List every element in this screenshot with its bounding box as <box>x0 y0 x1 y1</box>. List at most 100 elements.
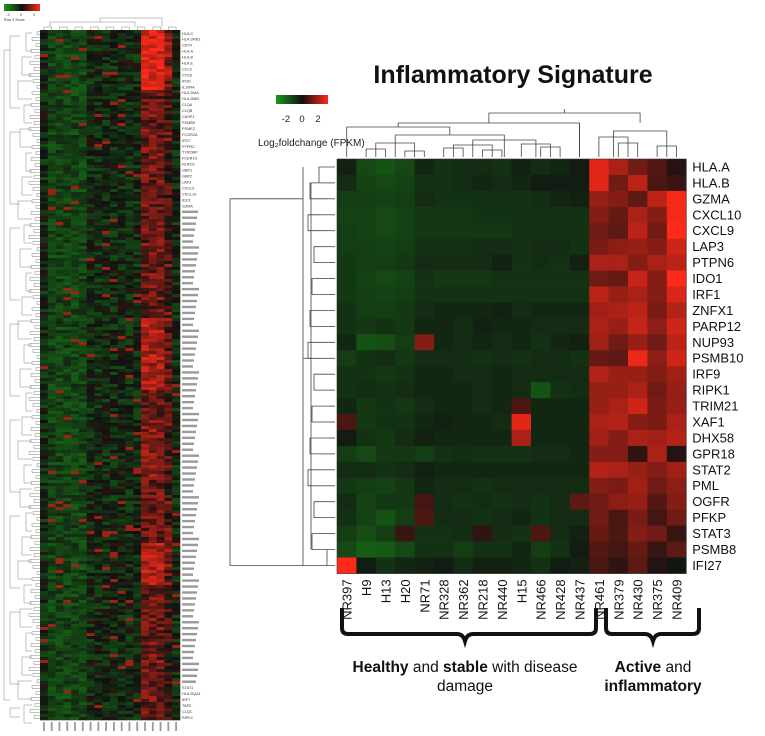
heatmap-cell <box>531 525 551 542</box>
heatmap-cell <box>414 286 435 303</box>
overview-cell <box>47 657 56 661</box>
overview-cell <box>40 276 49 280</box>
heatmap-cell <box>375 414 396 431</box>
overview-cell <box>63 96 72 100</box>
overview-cell <box>47 132 56 136</box>
overview-cell <box>133 588 142 592</box>
overview-cell <box>172 636 181 640</box>
overview-row-label <box>182 621 199 624</box>
overview-cell <box>156 342 165 346</box>
overview-cell <box>172 537 181 541</box>
overview-cell <box>47 558 56 562</box>
overview-cell <box>148 684 157 688</box>
overview-cell <box>110 669 119 673</box>
overview-cell <box>47 267 56 271</box>
overview-cell <box>94 339 103 343</box>
overview-cell <box>94 387 103 391</box>
overview-cell <box>55 132 64 136</box>
legend-tick-label: 0 <box>299 114 304 125</box>
overview-cell <box>172 135 181 139</box>
overview-cell <box>164 171 173 175</box>
overview-cell <box>141 444 150 448</box>
overview-cell <box>133 597 142 601</box>
overview-cell <box>156 414 165 418</box>
overview-cell <box>117 123 126 127</box>
overview-cell <box>55 81 64 85</box>
overview-cell <box>86 648 95 652</box>
overview-cell <box>71 261 80 265</box>
overview-cell <box>125 36 134 40</box>
overview-cell <box>94 402 103 406</box>
heatmap-cell <box>647 318 668 335</box>
heatmap-cell <box>647 350 668 367</box>
heatmap-cell <box>647 493 668 511</box>
overview-cell <box>117 480 126 484</box>
overview-row-label <box>182 418 198 422</box>
overview-cell <box>47 351 56 355</box>
overview-cell <box>141 60 150 64</box>
overview-cell <box>40 360 49 364</box>
overview-cell <box>55 213 64 217</box>
overview-row-label: GZMA <box>182 204 193 208</box>
overview-cell <box>71 264 80 268</box>
overview-cell <box>156 60 165 64</box>
heatmap-cell <box>356 382 377 399</box>
overview-cell <box>156 393 165 397</box>
overview-cell <box>125 177 134 181</box>
overview-cell <box>148 405 157 409</box>
overview-cell <box>133 714 142 718</box>
heatmap-cell <box>434 270 454 287</box>
overview-cell <box>172 120 181 124</box>
overview-cell <box>117 405 126 409</box>
overview-cell <box>125 645 134 649</box>
overview-cell <box>110 309 119 313</box>
overview-cell <box>125 186 134 190</box>
overview-cell <box>63 465 72 469</box>
overview-cell <box>148 600 157 604</box>
overview-cell <box>141 450 150 454</box>
overview-cell <box>164 483 173 487</box>
overview-cell <box>117 336 126 340</box>
overview-cell <box>71 633 80 637</box>
overview-cell <box>148 189 157 193</box>
overview-cell <box>141 459 150 463</box>
overview-cell <box>141 231 150 235</box>
overview-cell <box>47 318 56 322</box>
overview-cell <box>78 369 87 373</box>
overview-cell <box>63 189 72 193</box>
overview-cell <box>47 477 56 481</box>
overview-cell <box>125 378 134 382</box>
heatmap-cell <box>375 398 396 415</box>
heatmap-cell <box>628 318 648 335</box>
overview-cell <box>156 408 165 412</box>
overview-cell <box>102 630 111 634</box>
overview-cell <box>164 588 173 592</box>
overview-cell <box>63 300 72 304</box>
overview-cell <box>63 501 72 505</box>
overview-cell <box>133 711 142 715</box>
overview-cell <box>172 435 181 439</box>
overview-cell <box>172 426 181 430</box>
overview-cell <box>125 345 134 349</box>
overview-cell <box>78 549 87 553</box>
overview-cell <box>125 165 134 169</box>
overview-cell <box>55 201 64 205</box>
overview-cell <box>148 123 157 127</box>
overview-cell <box>125 159 134 163</box>
overview-cell <box>47 81 56 85</box>
overview-cell <box>117 276 126 280</box>
heatmap-cell <box>666 206 687 224</box>
overview-cell <box>78 507 87 511</box>
overview-cell <box>47 96 56 100</box>
overview-cell <box>55 702 64 706</box>
overview-cell <box>133 315 142 319</box>
overview-cell <box>47 135 56 139</box>
overview-cell <box>133 642 142 646</box>
heatmap-cell <box>337 222 357 240</box>
overview-cell <box>63 624 72 628</box>
overview-cell <box>94 54 103 58</box>
heatmap-cell <box>375 254 396 271</box>
overview-cell <box>102 351 111 355</box>
overview-cell <box>63 87 72 91</box>
overview-cell <box>78 63 87 67</box>
